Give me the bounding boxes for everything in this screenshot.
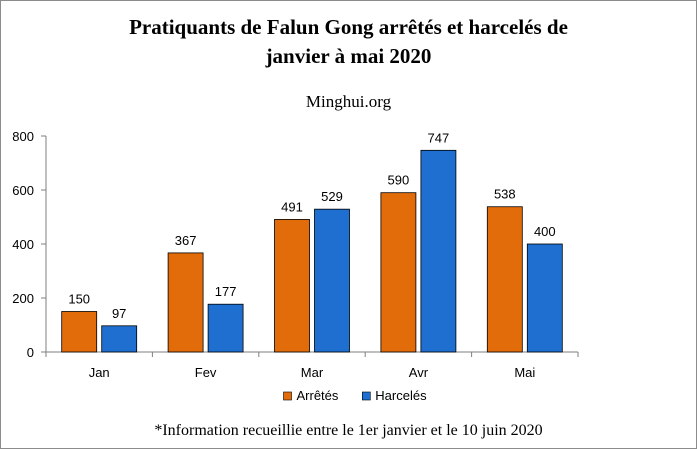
bar-harcelés-jan — [101, 325, 138, 353]
y-tick-label: 400 — [12, 237, 34, 252]
y-tick-label: 200 — [12, 291, 34, 306]
legend-label: Harcelés — [375, 388, 427, 403]
bar-harcelés-fev — [207, 303, 244, 353]
x-tick-label: Avr — [409, 365, 429, 380]
data-label: 491 — [281, 199, 303, 214]
y-tick-label: 600 — [12, 183, 34, 198]
bar-arrêtés-fev — [167, 252, 204, 353]
x-tick-label: Jan — [89, 365, 110, 380]
bar-harcelés-mar — [314, 208, 350, 353]
data-label: 590 — [388, 173, 410, 188]
legend-label: Arrêtés — [297, 388, 339, 403]
bar-harcelés-avr — [420, 149, 457, 353]
y-tick-label: 0 — [27, 345, 34, 360]
data-label: 538 — [494, 187, 516, 202]
x-tick-label: Fev — [195, 365, 217, 380]
data-label: 400 — [534, 224, 556, 239]
chart-footnote: *Information recueillie entre le 1er jan… — [154, 422, 543, 439]
data-label: 177 — [215, 284, 237, 299]
data-label: 150 — [68, 292, 90, 307]
bar-arrêtés-jan — [61, 311, 98, 353]
data-label: 747 — [428, 130, 450, 145]
data-label: 97 — [112, 306, 126, 321]
legend-swatch-arrêtés — [283, 391, 292, 401]
bar-harcelés-mai — [526, 243, 563, 353]
legend-swatch-harcelés — [361, 391, 371, 401]
bar-arrêtés-avr — [380, 192, 417, 353]
x-tick-label: Mar — [301, 365, 324, 380]
data-label: 367 — [175, 233, 197, 248]
x-tick-label: Mai — [514, 365, 535, 380]
y-tick-label: 800 — [12, 129, 34, 144]
bar-arrêtés-mar — [274, 219, 310, 353]
chart-title-line-1: Pratiquants de Falun Gong arrêtés et har… — [129, 15, 568, 39]
chart-title-line-2: janvier à mai 2020 — [265, 44, 432, 68]
bar-arrêtés-mai — [486, 206, 523, 353]
data-label: 529 — [321, 189, 343, 204]
chart-subtitle: Minghui.org — [305, 92, 392, 111]
